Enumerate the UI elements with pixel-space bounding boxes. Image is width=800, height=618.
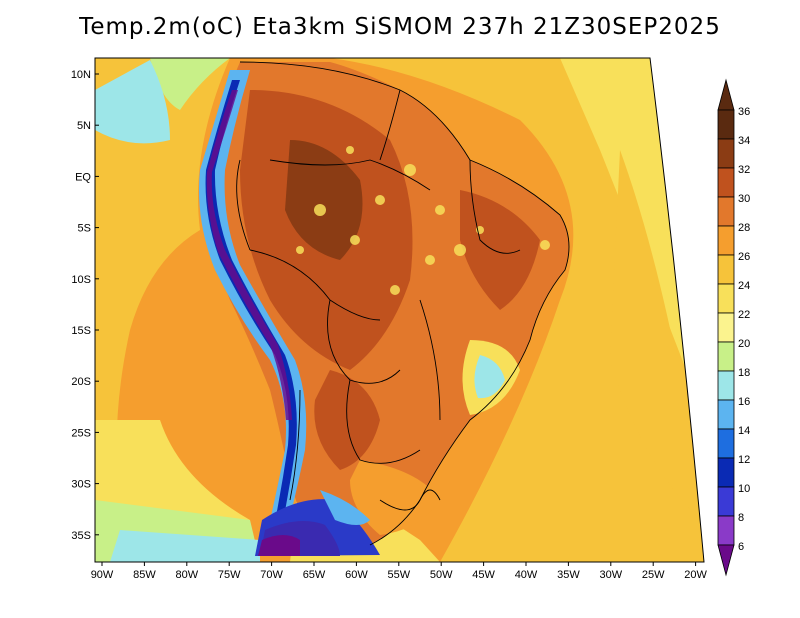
colorbar-segment <box>717 225 735 256</box>
colorbar-label: 36 <box>738 106 750 118</box>
colorbar-label: 14 <box>738 425 750 437</box>
colorbar-label: 18 <box>738 367 750 379</box>
lat-tick-label: 25S <box>71 427 91 439</box>
colorbar-label: 30 <box>738 193 750 205</box>
lon-tick-label: 75W <box>218 569 241 581</box>
colorbar-segment <box>717 428 735 459</box>
lon-tick-label: 30W <box>599 569 622 581</box>
lat-tick-label: 20S <box>71 376 91 388</box>
colorbar-segment <box>717 254 735 285</box>
colorbar-label: 22 <box>738 309 750 321</box>
colorbar-segment <box>717 312 735 343</box>
colorbar-label: 28 <box>738 222 750 234</box>
colorbar-label: 10 <box>738 483 750 495</box>
colorbar-segment <box>717 370 735 401</box>
colorbar-label: 20 <box>738 338 750 350</box>
lat-tick-label: 35S <box>71 530 91 542</box>
colorbar-label: 32 <box>738 164 750 176</box>
country-borders <box>236 61 570 546</box>
colorbar-segment <box>717 515 735 546</box>
lat-tick-label: 10N <box>71 69 91 81</box>
colorbar-segment <box>717 399 735 430</box>
lon-tick-label: 20W <box>684 569 707 581</box>
map-title: Temp.2m(oC) Eta3km SiSMOM 237h 21Z30SEP2… <box>79 14 721 40</box>
lat-tick-label: EQ <box>75 171 91 183</box>
lat-tick-label: 15S <box>71 325 91 337</box>
lon-tick-label: 85W <box>133 569 156 581</box>
lat-tick-label: 30S <box>71 479 91 491</box>
colorbar-segment <box>717 138 735 169</box>
lon-tick-label: 90W <box>91 569 114 581</box>
colorbar-segment <box>717 486 735 517</box>
colorbar-label: 6 <box>738 541 744 553</box>
colorbar-segment <box>717 109 735 140</box>
colorbar-bottom-arrow <box>717 544 735 577</box>
lon-tick-label: 50W <box>430 569 453 581</box>
colorbar-label: 24 <box>738 280 750 292</box>
latitude-axis: 10N 5N EQ 5S 10S 15S 20S 25S 30S 35S <box>71 69 99 542</box>
lon-tick-label: 60W <box>345 569 368 581</box>
colorbar-label: 26 <box>738 251 750 263</box>
map-frame <box>94 57 705 563</box>
lat-tick-label: 5S <box>78 223 91 235</box>
lon-tick-label: 25W <box>642 569 665 581</box>
lon-tick-label: 45W <box>472 569 495 581</box>
colorbar-label: 16 <box>738 396 750 408</box>
lat-tick-label: 5N <box>77 120 91 132</box>
colorbar: 36 34 32 30 28 26 24 22 20 18 16 14 12 10 8 6 <box>717 78 750 577</box>
colorbar-top-arrow <box>717 78 735 111</box>
longitude-axis: 90W 85W 80W 75W 70W 65W 60W 55W 50W 45W 40W 35W 30W 2… <box>91 562 708 581</box>
colorbar-segment <box>717 196 735 227</box>
lon-tick-label: 35W <box>557 569 580 581</box>
map-field <box>95 58 704 562</box>
lon-tick-label: 40W <box>515 569 538 581</box>
colorbar-label: 12 <box>738 454 750 466</box>
lon-tick-label: 80W <box>175 569 198 581</box>
colorbar-segment <box>717 341 735 372</box>
colorbar-segment <box>717 457 735 488</box>
lat-tick-label: 10S <box>71 274 91 286</box>
colorbar-segment <box>717 167 735 198</box>
lon-tick-label: 65W <box>303 569 326 581</box>
lon-tick-label: 55W <box>387 569 410 581</box>
colorbar-label: 8 <box>738 512 744 524</box>
colorbar-label: 34 <box>738 135 750 147</box>
colorbar-segment <box>717 283 735 314</box>
lon-tick-label: 70W <box>260 569 283 581</box>
